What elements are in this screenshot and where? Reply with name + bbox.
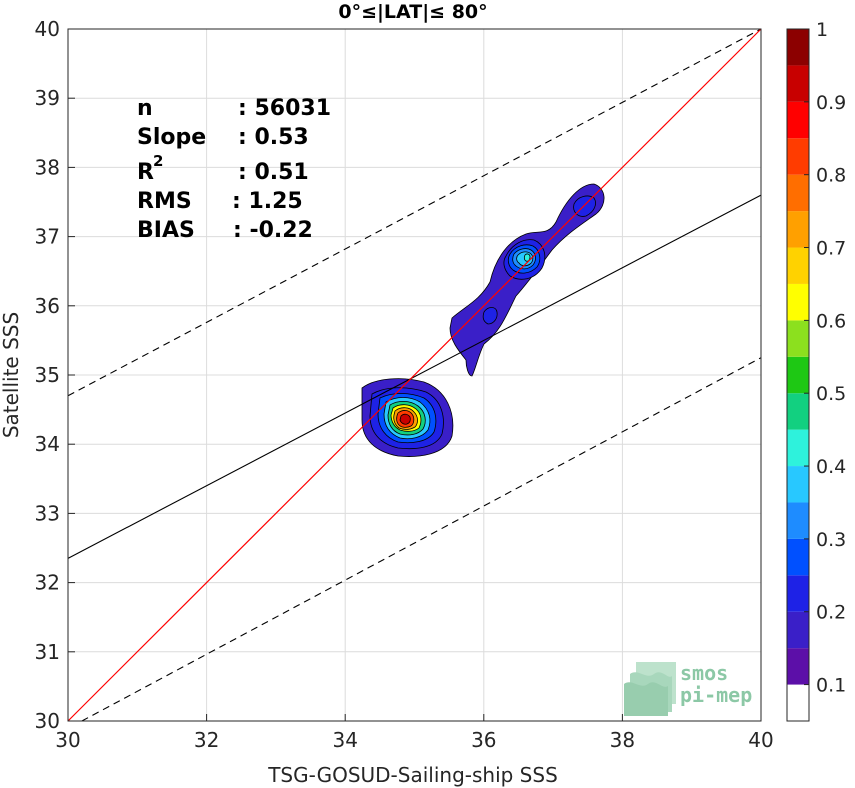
x-tick-label: 30 xyxy=(55,728,80,752)
colorbar-segment xyxy=(787,538,809,576)
colorbar-segment xyxy=(787,320,809,357)
y-tick-label: 35 xyxy=(35,363,60,387)
x-tick-label: 40 xyxy=(748,728,773,752)
colorbar-segment xyxy=(787,247,809,284)
colorbar-segment xyxy=(787,684,809,721)
chart-title: 0°≤|LAT|≤ 80° xyxy=(338,1,487,23)
y-tick-label: 34 xyxy=(35,432,60,456)
wave-icon xyxy=(624,662,676,716)
x-tick-label: 32 xyxy=(194,728,219,752)
y-tick-label: 31 xyxy=(35,640,60,664)
colorbar-tick-label: 0.5 xyxy=(816,383,846,405)
density-region-a-9 xyxy=(399,413,411,425)
stat-rms-value: : 1.25 xyxy=(232,189,303,214)
y-tick-label: 30 xyxy=(35,709,60,733)
reference-lines xyxy=(67,28,762,722)
y-tick-label: 32 xyxy=(35,571,60,595)
colorbar-tick-label: 0.6 xyxy=(816,310,846,332)
y-tick-label: 40 xyxy=(35,17,60,41)
stat-n-label: n xyxy=(137,96,153,121)
x-tick-label: 38 xyxy=(610,728,635,752)
colorbar-frame xyxy=(786,28,810,722)
y-tick-label: 36 xyxy=(35,294,60,318)
colorbar-segment xyxy=(787,429,809,467)
colorbar-segment xyxy=(787,611,809,649)
identity-line xyxy=(67,28,762,722)
density-contours xyxy=(361,183,605,457)
y-axis-label: Satellite SSS xyxy=(0,312,23,438)
colorbar-tick-label: 0.1 xyxy=(816,675,846,697)
colorbar-tick-label: 0.8 xyxy=(816,165,846,187)
colorbar-segment xyxy=(787,101,809,139)
y-tick-label: 33 xyxy=(35,501,60,525)
x-tick-label: 34 xyxy=(332,728,357,752)
stat-bias-label: BIAS xyxy=(137,218,195,243)
regression-line xyxy=(67,194,762,559)
upper-dashed-line xyxy=(67,28,762,397)
stat-r2-sup: 2 xyxy=(153,152,163,170)
stat-slope-value: : 0.53 xyxy=(238,125,309,150)
colorbar-segment xyxy=(787,283,809,321)
colorbar-segment xyxy=(787,502,809,539)
stat-rms-label: RMS xyxy=(137,189,192,214)
colorbar xyxy=(786,28,810,722)
colorbar-segment xyxy=(787,648,809,685)
colorbar-segment xyxy=(787,138,809,175)
logo-line2: pi-mep xyxy=(680,683,752,707)
colorbar-segment xyxy=(787,174,809,212)
colorbar-segment xyxy=(787,393,809,430)
colorbar-tick-label: 0.7 xyxy=(816,238,846,260)
colorbar-tick-label: 1 xyxy=(816,19,828,41)
logo-line1: smos xyxy=(680,661,728,685)
x-tick-label: 36 xyxy=(471,728,496,752)
density-region-d-1 xyxy=(482,307,498,325)
y-tick-label: 39 xyxy=(35,86,60,110)
y-tick-label: 37 xyxy=(35,225,60,249)
plot-frame xyxy=(67,28,762,722)
colorbar-tick-label: 0.2 xyxy=(816,602,846,624)
colorbar-ticks: 0.1 0.2 0.3 0.4 0.5 0.6 0.7 0.8 0.9 1 xyxy=(804,19,846,697)
y-tick-label: 38 xyxy=(35,155,60,179)
stat-n-value: : 56031 xyxy=(238,96,331,121)
colorbar-tick-label: 0.9 xyxy=(816,92,846,114)
smos-pimep-logo: smos pi-mep xyxy=(624,661,752,716)
colorbar-segment xyxy=(787,65,809,102)
density-region-b-1 xyxy=(449,183,605,377)
colorbar-tick-label: 0.4 xyxy=(816,456,846,478)
colorbar-segment xyxy=(787,29,809,66)
stat-slope-label: Slope xyxy=(137,125,206,150)
x-axis-label: TSG-GOSUD-Sailing-ship SSS xyxy=(267,763,558,787)
colorbar-segment xyxy=(787,466,809,503)
colorbar-tick-label: 0.3 xyxy=(816,529,846,551)
stats-box: n : 56031 Slope : 0.53 R 2 : 0.51 RMS : … xyxy=(137,96,331,243)
y-tick-labels: 30 31 32 33 34 35 36 37 38 39 40 xyxy=(35,17,75,733)
lower-dashed-line xyxy=(81,357,762,722)
colorbar-segment xyxy=(787,575,809,612)
stat-r2-value: : 0.51 xyxy=(238,160,309,185)
stat-bias-value: : -0.22 xyxy=(233,218,313,243)
colorbar-segment xyxy=(787,356,809,394)
stat-r2-label: R xyxy=(137,160,154,185)
x-tick-labels: 30 32 34 36 38 40 xyxy=(55,714,774,752)
colorbar-segment xyxy=(787,211,809,248)
